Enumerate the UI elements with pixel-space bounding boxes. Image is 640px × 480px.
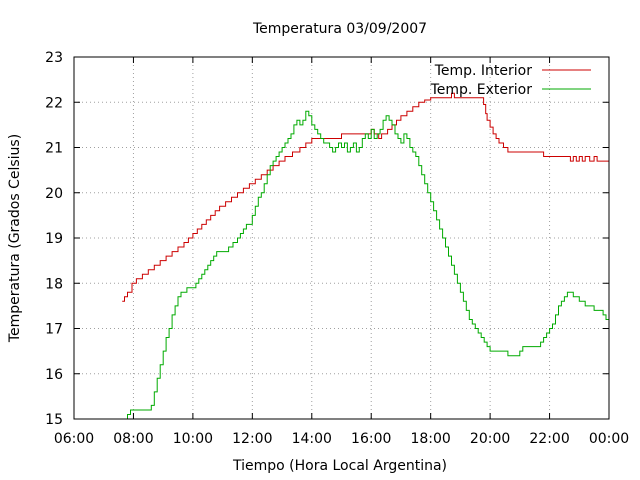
y-tick-label: 20 xyxy=(45,186,63,202)
x-axis-label: Tiempo (Hora Local Argentina) xyxy=(232,458,447,474)
x-tick-labels: 06:00 08:00 10:00 12:00 14:00 16:00 18:00 20:00… xyxy=(54,431,629,447)
x-tick-label: 06:00 xyxy=(54,431,94,447)
legend: Temp. Interior Temp. Exterior xyxy=(430,63,591,98)
x-tick-label: 20:00 xyxy=(470,431,510,447)
x-tick-label: 12:00 xyxy=(232,431,272,447)
plot-frame xyxy=(73,56,610,420)
x-tick-label: 22:00 xyxy=(529,431,569,447)
chart-title: Temperatura 03/09/2007 xyxy=(252,21,427,37)
x-tick-label: 10:00 xyxy=(173,431,213,447)
x-tick-label: 16:00 xyxy=(351,431,391,447)
y-tick-label: 16 xyxy=(45,367,63,383)
y-tick-label: 19 xyxy=(45,231,63,247)
x-tick-label: 14:00 xyxy=(292,431,332,447)
legend-label-exterior: Temp. Exterior xyxy=(430,82,533,98)
y-tick-label: 17 xyxy=(45,322,63,338)
y-tick-labels: 15 16 17 18 19 20 21 22 23 xyxy=(45,50,63,428)
y-tick-label: 15 xyxy=(45,412,63,428)
x-tick-label: 08:00 xyxy=(113,431,153,447)
series-lines xyxy=(122,92,610,420)
x-tick-label: 18:00 xyxy=(410,431,450,447)
y-tick-label: 18 xyxy=(45,276,63,292)
y-tick-label: 22 xyxy=(45,95,63,111)
x-tick-label: 00:00 xyxy=(589,431,629,447)
y-tick-label: 23 xyxy=(45,50,63,66)
series-exterior-line xyxy=(124,110,609,420)
y-tick-label: 21 xyxy=(45,141,63,157)
legend-label-interior: Temp. Interior xyxy=(434,63,533,79)
y-axis-label: Temperatura (Grados Celsius) xyxy=(7,134,23,343)
